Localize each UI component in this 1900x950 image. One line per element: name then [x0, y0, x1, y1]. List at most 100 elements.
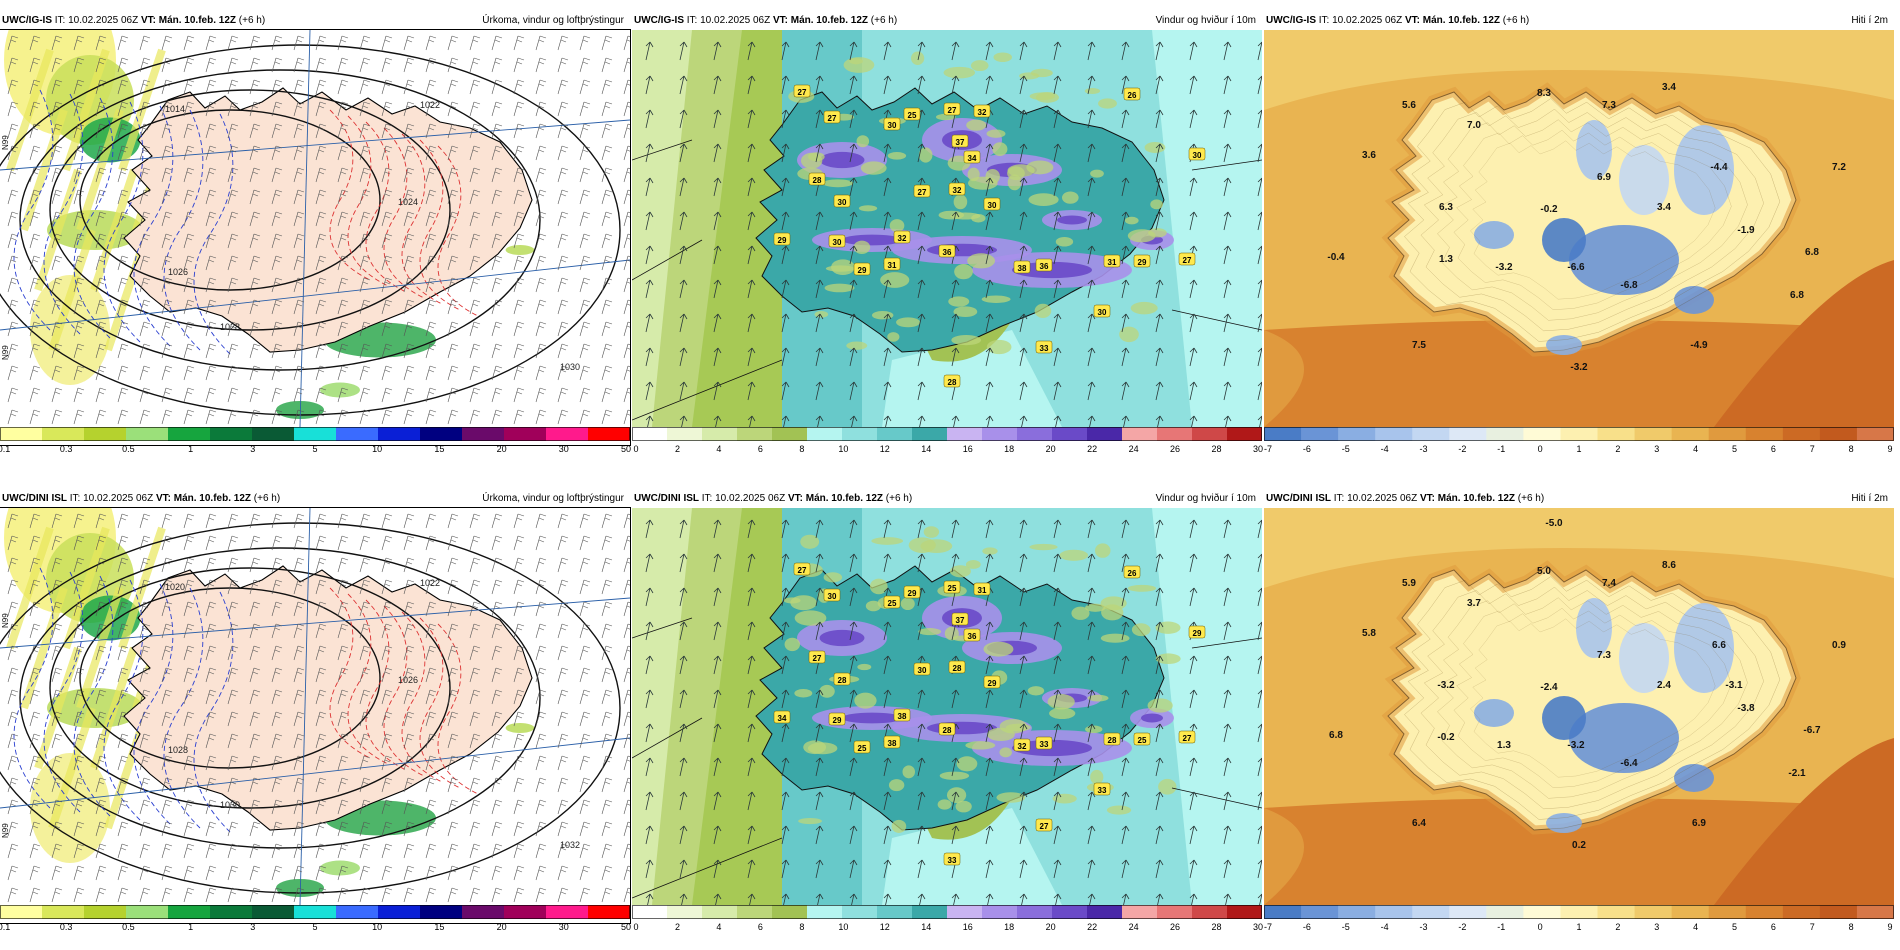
- wind-barb: [469, 601, 481, 617]
- wind-barb: [183, 57, 195, 73]
- wind-arrow: [1121, 415, 1130, 427]
- wind-arrow: [815, 825, 824, 845]
- wind-barb: [227, 799, 239, 815]
- wind-arrow: [713, 655, 722, 675]
- wind-arrow: [1257, 621, 1262, 641]
- colorbar-tick-label: 3: [1654, 922, 1660, 932]
- wind-barb: [337, 145, 349, 161]
- wind-barb: [139, 645, 151, 661]
- wind-arrow: [1087, 75, 1096, 95]
- wind-barb: [623, 365, 630, 381]
- wind-arrow: [1019, 757, 1028, 777]
- wind-arrow: [849, 347, 858, 367]
- product-title: Úrkoma, vindur og loftþrýstingur: [482, 493, 624, 504]
- wind-arrow: [1053, 313, 1062, 333]
- wind-arrow: [849, 859, 858, 879]
- wind-barb: [425, 601, 437, 617]
- wind-barb: [73, 557, 85, 573]
- wind-barb: [161, 365, 173, 381]
- wind-barb: [73, 167, 85, 183]
- svg-text:27: 27: [798, 566, 807, 575]
- wind-barb: [601, 365, 613, 381]
- wind-barb: [425, 101, 437, 117]
- wind-arrow: [1189, 347, 1198, 367]
- wind-arrow: [781, 41, 790, 61]
- wind-barb: [601, 557, 613, 573]
- colorbar-tick-label: -1: [1497, 922, 1506, 932]
- wind-barb: [29, 189, 41, 205]
- wind-barb: [579, 211, 591, 227]
- colorbar-swatch: [1856, 905, 1894, 919]
- wind-barb: [491, 145, 503, 161]
- wind-arrow: [1053, 587, 1062, 607]
- svg-text:33: 33: [948, 856, 957, 865]
- wind-barb: [425, 557, 437, 573]
- wind-barb: [139, 623, 151, 639]
- wind-arrow: [781, 791, 790, 811]
- wind-arrow: [781, 587, 790, 607]
- wind-barb: [469, 799, 481, 815]
- wind-arrow: [781, 109, 790, 129]
- wind-barb: [117, 321, 129, 337]
- wind-barb: [139, 189, 151, 205]
- wind-arrow: [1189, 757, 1198, 777]
- wind-barb: [381, 321, 393, 337]
- wind-arrow: [815, 621, 824, 641]
- map-value-label: 5.0: [1537, 566, 1551, 577]
- colorbar-tick-label: 10: [372, 922, 383, 932]
- map-value-label: 29: [773, 232, 791, 246]
- wind-barb: [513, 579, 525, 595]
- colorbar-tick-label: 20: [1045, 444, 1056, 454]
- wind-arrow: [781, 519, 790, 539]
- wind-barb: [227, 79, 239, 95]
- wind-arrow: [1087, 689, 1096, 709]
- map-value-label: 27: [808, 650, 826, 664]
- wind-barb: [535, 821, 547, 837]
- wind-barb: [381, 579, 393, 595]
- wind-arrow: [1257, 689, 1262, 709]
- wind-barb: [205, 535, 217, 551]
- wind-arrow: [917, 245, 926, 265]
- valid-prefix: VT:: [772, 15, 788, 26]
- wind-barb: [271, 343, 283, 359]
- wind-barb: [557, 123, 569, 139]
- wind-barb: [95, 299, 107, 315]
- wind-barb: [381, 557, 393, 573]
- wind-barb: [271, 513, 283, 529]
- model-name: UWC/DINI ISL: [634, 493, 699, 504]
- svg-text:25: 25: [908, 111, 917, 120]
- wind-arrow: [1019, 143, 1028, 163]
- colorbar-swatch: [1708, 427, 1747, 441]
- wind-barb: [95, 79, 107, 95]
- wind-arrow: [713, 177, 722, 197]
- wind-barb: [579, 799, 591, 815]
- colorbar-swatch: [252, 905, 295, 919]
- wind-arrow: [815, 381, 824, 401]
- wind-barb: [95, 887, 107, 903]
- wind-barb: [51, 299, 63, 315]
- wind-barb: [205, 189, 217, 205]
- wind-barb: [7, 409, 19, 425]
- wind-barb: [117, 821, 129, 837]
- colorbar-tick-label: 28: [1211, 444, 1222, 454]
- wind-arrow: [849, 825, 858, 845]
- wind-barb: [491, 645, 503, 661]
- panel-header: UWC/DINI ISL IT: 10.02.2025 06Z VT: Mán.…: [1264, 490, 1894, 508]
- colorbar-tick-label: -4: [1380, 444, 1389, 454]
- wind-barb: [29, 799, 41, 815]
- wind-arrow: [1223, 757, 1232, 777]
- wind-barb: [161, 623, 173, 639]
- map-value-label: -2.1: [1788, 768, 1806, 779]
- wind-barb: [293, 557, 305, 573]
- svg-text:28: 28: [1108, 736, 1117, 745]
- wind-barb: [491, 755, 503, 771]
- wind-arrow: [1019, 41, 1028, 61]
- wind-barb: [403, 321, 415, 337]
- wind-barb: [381, 145, 393, 161]
- wind-barb: [601, 777, 613, 793]
- wind-barb: [271, 689, 283, 705]
- colorbar-tick-label: 5: [1731, 922, 1738, 932]
- wind-barb: [7, 387, 19, 403]
- wind-barb: [601, 101, 613, 117]
- wind-barb: [161, 557, 173, 573]
